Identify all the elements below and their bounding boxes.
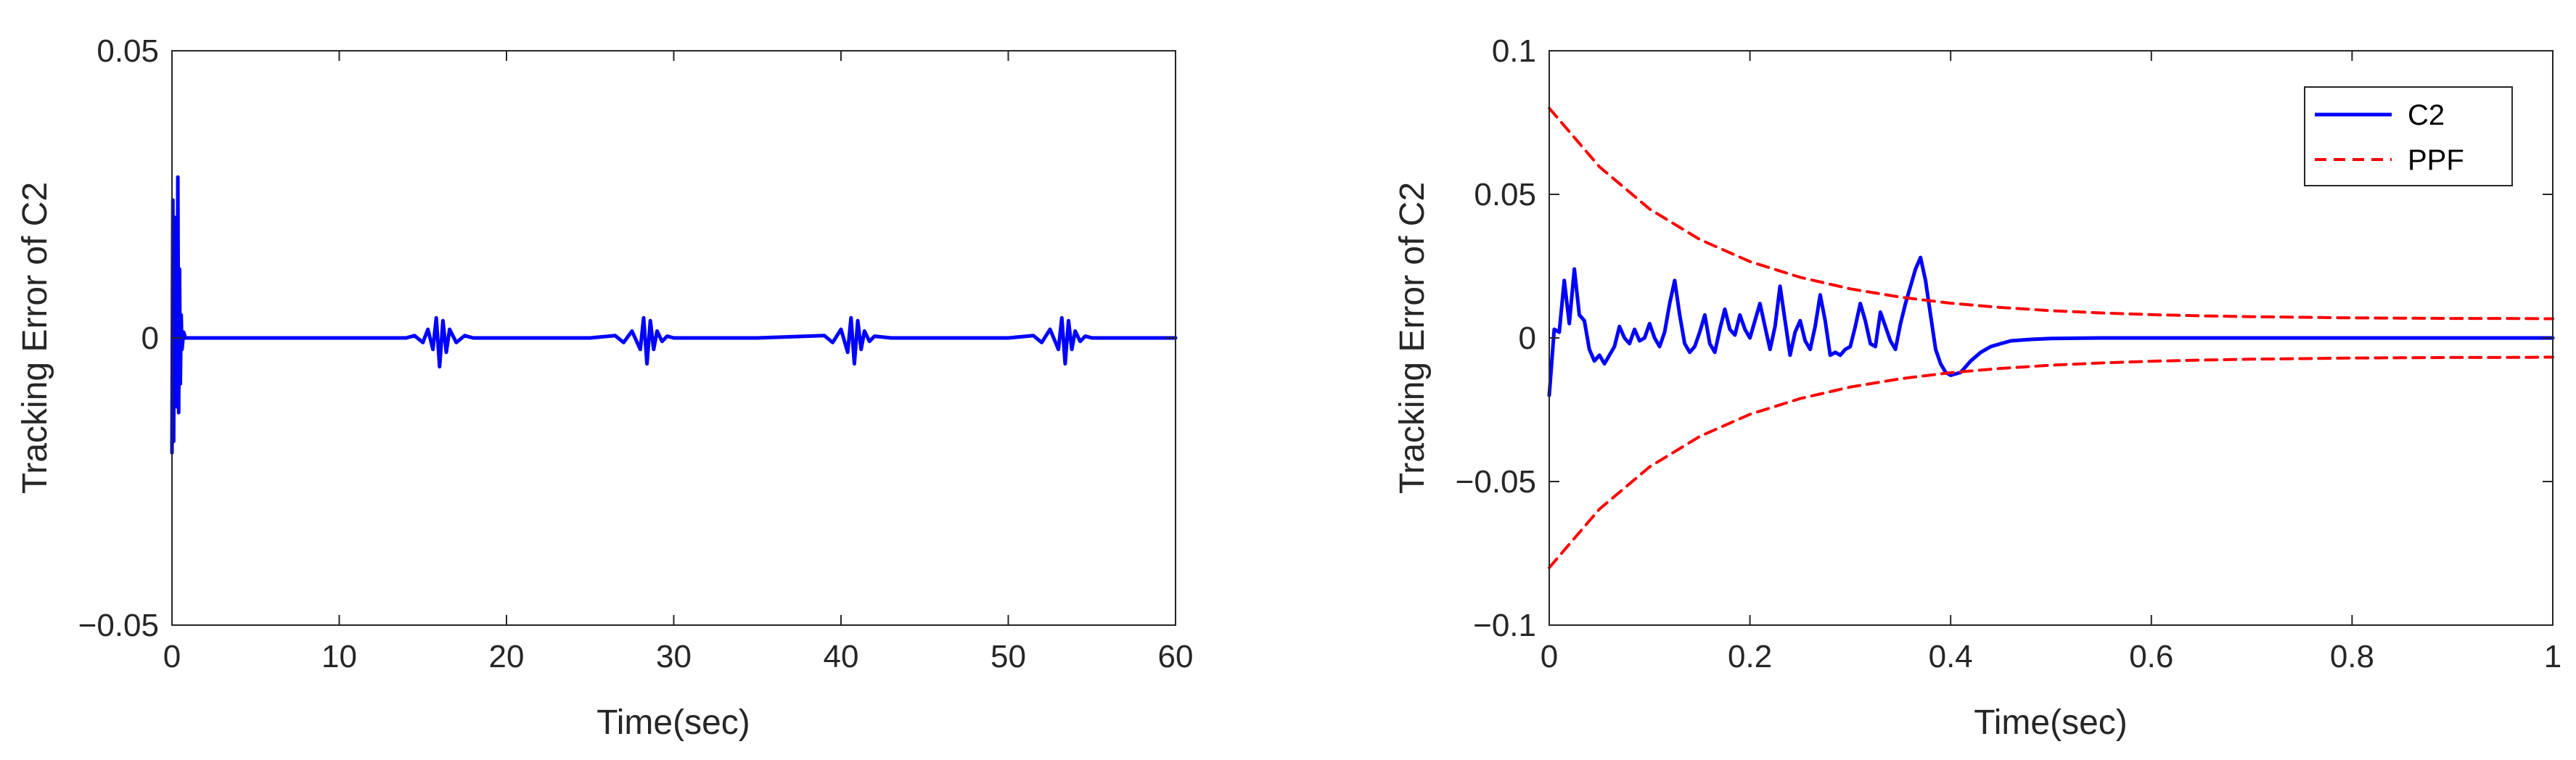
xtick-label-left: 0 bbox=[163, 639, 181, 674]
xtick-label-right: 1 bbox=[2544, 639, 2561, 674]
ytick-label-right: −0.1 bbox=[1473, 608, 1536, 643]
xtick-label-left: 20 bbox=[489, 639, 525, 674]
xlabel-left: Time(sec) bbox=[596, 703, 750, 742]
legend-label-c2: C2 bbox=[2408, 99, 2445, 131]
ytick-label-right: −0.05 bbox=[1456, 464, 1536, 500]
xtick-label-left: 30 bbox=[656, 639, 692, 674]
ytick-label-left: −0.05 bbox=[78, 608, 159, 643]
series-line-right-1 bbox=[1548, 107, 2554, 321]
legend-label-ppf: PPF bbox=[2408, 144, 2464, 176]
series-line-right-2 bbox=[1548, 355, 2554, 569]
xtick-label-right: 0.4 bbox=[1929, 639, 1973, 674]
xtick-label-left: 40 bbox=[824, 639, 859, 674]
series-layer-left bbox=[170, 175, 1178, 455]
xtick-label-right: 0.2 bbox=[1728, 639, 1772, 674]
legend: C2 PPF bbox=[2304, 86, 2513, 186]
ytick-label-right: 0 bbox=[1519, 321, 1536, 356]
xtick-label-left: 10 bbox=[321, 639, 357, 674]
series-line-right-0 bbox=[1547, 255, 2555, 397]
ylabel-right: Tracking Error of C2 bbox=[1393, 182, 1432, 494]
xtick-label-left: 50 bbox=[990, 639, 1026, 674]
xtick-label-right: 0.6 bbox=[2129, 639, 2173, 674]
xtick-label-right: 0 bbox=[1541, 639, 1558, 674]
ytick-label-right: 0.05 bbox=[1474, 177, 1536, 212]
xtick-label-left: 60 bbox=[1158, 639, 1194, 674]
ytick-label-left: 0 bbox=[141, 321, 159, 356]
ylabel-left: Tracking Error of C2 bbox=[16, 182, 54, 494]
series-layer-right bbox=[1547, 107, 2555, 569]
ytick-label-left: 0.05 bbox=[97, 33, 159, 69]
legend-box bbox=[2304, 86, 2513, 186]
chart-right: 0 0.2 0.4 0.6 0.8 1 −0.1 −0.05 0 0.05 0.1 Time(sec… bbox=[1393, 33, 2561, 742]
series-line-left-0 bbox=[170, 175, 1178, 455]
ticks-right: 0 0.2 0.4 0.6 0.8 1 −0.1 −0.05 0 0.05 0.1 bbox=[1456, 33, 2562, 674]
ytick-label-right: 0.1 bbox=[1492, 33, 1536, 69]
xtick-label-right: 0.8 bbox=[2330, 639, 2374, 674]
xlabel-right: Time(sec) bbox=[1974, 703, 2128, 742]
